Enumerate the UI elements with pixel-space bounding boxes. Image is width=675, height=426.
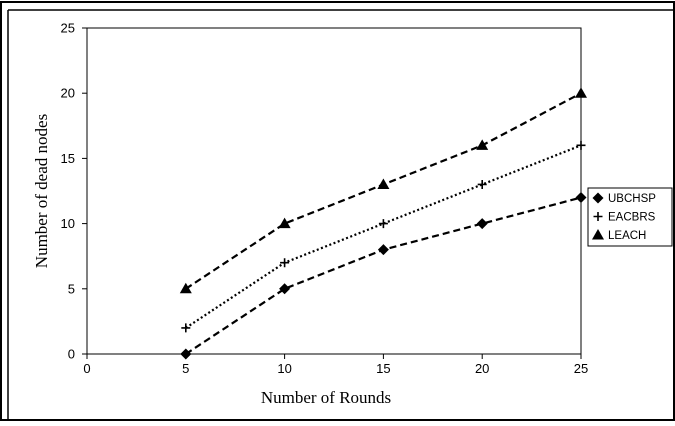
series-line [185, 92, 582, 290]
data-point [476, 218, 488, 230]
legend-marker [592, 192, 604, 204]
x-tick-label: 10 [277, 361, 291, 376]
x-tick-label: 15 [376, 361, 390, 376]
data-point [378, 219, 388, 229]
data-point [278, 217, 291, 229]
series-ubchsp [180, 192, 587, 360]
y-tick-label: 15 [61, 151, 75, 166]
data-point [575, 192, 587, 204]
y-tick-label: 0 [68, 347, 75, 362]
series-layer [179, 87, 587, 360]
legend-label: UBCHSP [608, 193, 656, 205]
y-tick-label: 20 [61, 86, 75, 101]
x-axis-title: Number of Rounds [261, 388, 391, 407]
series-line [185, 144, 582, 329]
y-axis-ticks: 0 5 10 15 20 25 [61, 21, 87, 362]
data-point [280, 258, 290, 268]
legend: UBCHSP EACBRS LEACH [587, 187, 673, 247]
x-tick-label: 25 [574, 361, 588, 376]
data-point [576, 140, 586, 150]
data-point [377, 244, 389, 256]
y-tick-label: 5 [68, 281, 75, 296]
x-axis-ticks: 0 5 10 15 20 25 [83, 354, 588, 376]
legend-marker [592, 229, 604, 240]
series-leach [179, 87, 587, 294]
data-point [477, 179, 487, 189]
data-point [179, 282, 192, 294]
data-point [476, 139, 489, 150]
x-tick-label: 5 [182, 361, 189, 376]
y-tick-label: 10 [61, 216, 75, 231]
data-point [180, 348, 192, 360]
data-point [377, 178, 390, 189]
data-point [181, 323, 191, 333]
plot-area [86, 27, 582, 355]
x-tick-label: 0 [83, 361, 90, 376]
legend-label: LEACH [608, 230, 646, 242]
legend-label: EACBRS [608, 212, 656, 224]
y-tick-label: 25 [61, 21, 75, 36]
y-axis-title: Number of dead nodes [32, 114, 51, 268]
x-tick-label: 20 [475, 361, 489, 376]
series-eacbrs [181, 140, 586, 333]
data-point [279, 283, 291, 295]
legend-marker [593, 212, 603, 221]
data-point [575, 87, 587, 98]
